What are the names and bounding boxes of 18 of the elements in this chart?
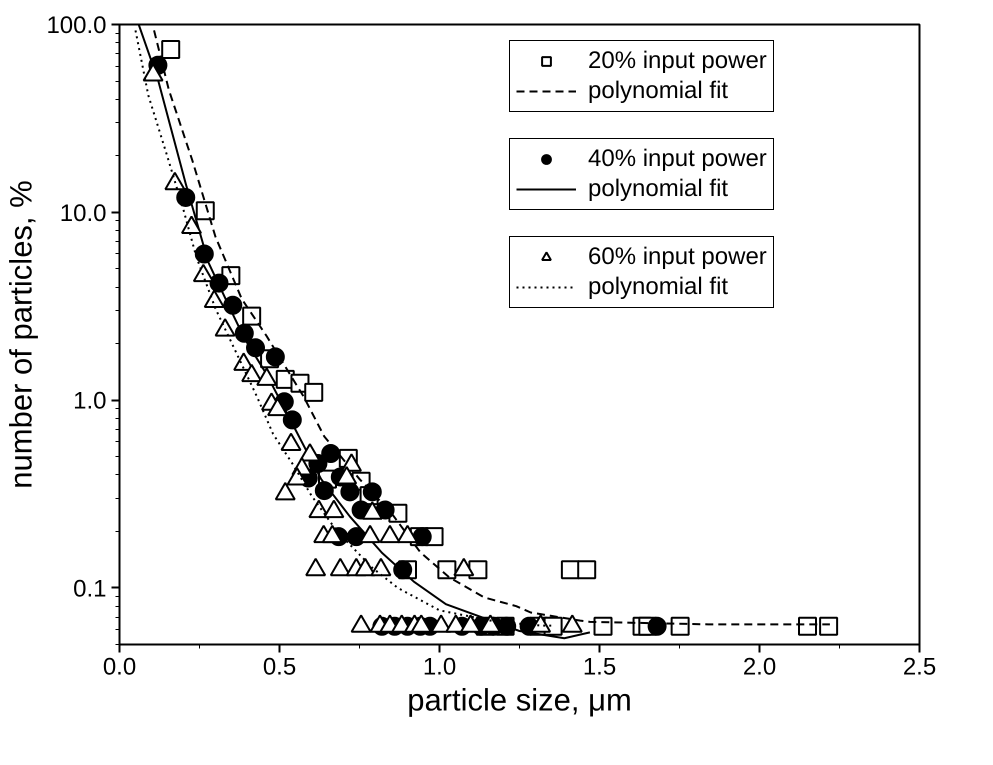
y-tick-label: 100.0 <box>46 12 107 39</box>
legend-label: polynomial fit <box>588 273 728 301</box>
x-axis-title: particle size, μm <box>407 682 632 718</box>
legend-label: polynomial fit <box>588 77 728 105</box>
x-tick-label: 2.0 <box>742 654 776 680</box>
legend-label: 20% input power <box>588 47 767 75</box>
y-tick-label: 10.0 <box>60 200 107 227</box>
x-tick-label: 0.5 <box>262 654 296 680</box>
y-axis-title: number of particles, % <box>3 180 38 489</box>
x-tick-label: 2.5 <box>902 654 936 680</box>
legend-label: 40% input power <box>588 145 767 173</box>
legend-label: 60% input power <box>588 243 767 271</box>
x-tick-label: 1.0 <box>422 654 456 680</box>
legend-label: polynomial fit <box>588 175 728 203</box>
x-tick-label: 1.5 <box>582 654 616 680</box>
y-tick-label: 0.1 <box>73 575 107 602</box>
y-tick-label: 1.0 <box>73 388 107 415</box>
x-tick-label: 0.0 <box>102 654 136 680</box>
